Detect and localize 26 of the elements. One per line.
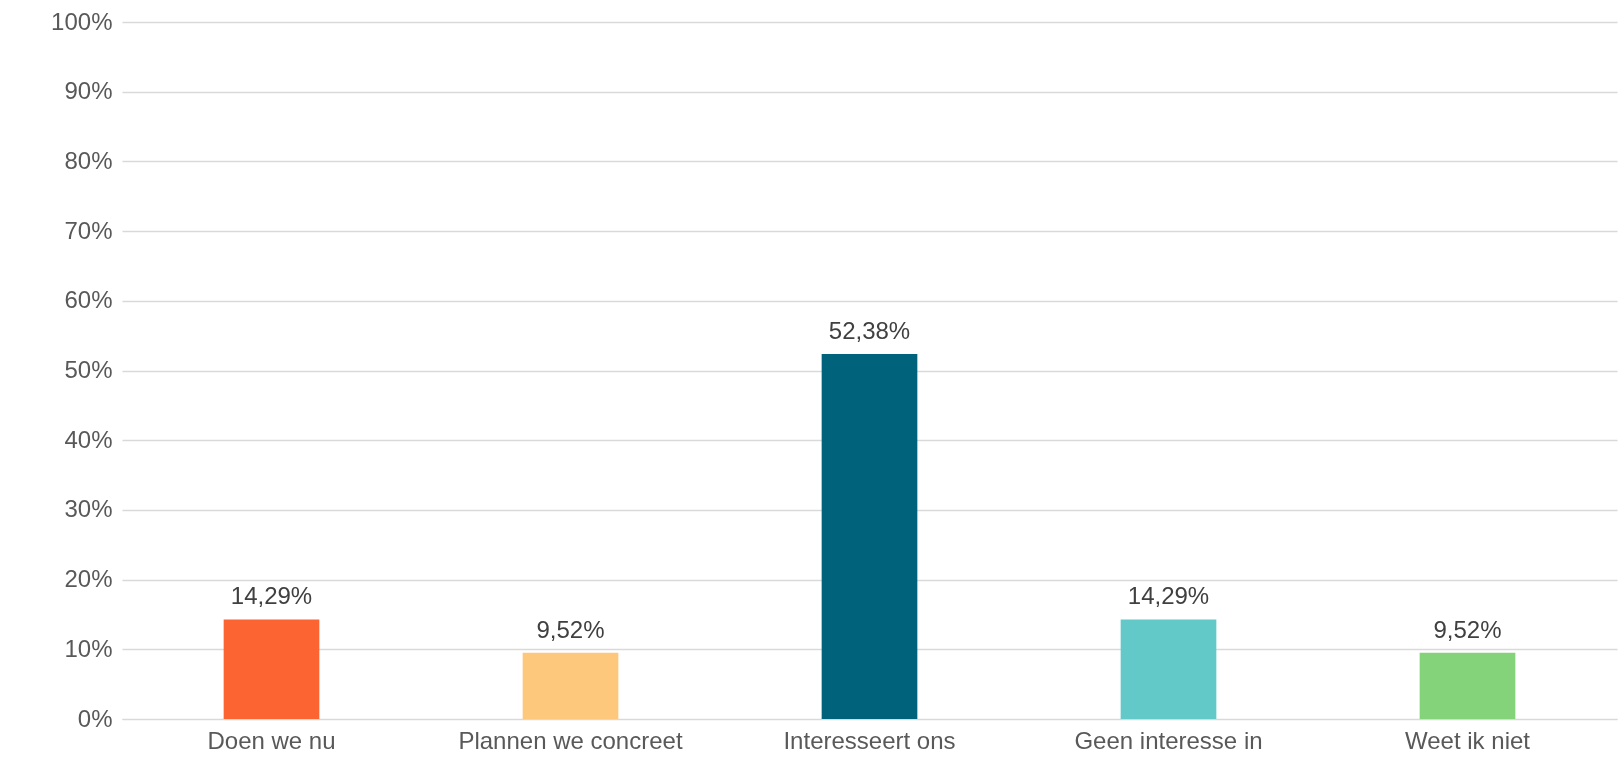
data-label: 9,52% (536, 615, 605, 643)
y-tick-label: 0% (77, 704, 113, 732)
y-tick-label: 100% (51, 7, 113, 35)
x-tick-label: Weet ik niet (1405, 726, 1531, 754)
data-label: 52,38% (828, 316, 911, 344)
y-tick-label: 90% (64, 77, 113, 105)
data-label: 9,52% (1433, 615, 1502, 643)
y-tick-label: 60% (64, 286, 113, 314)
bar (522, 652, 619, 719)
x-tick-label: Interesseert ons (783, 726, 956, 754)
x-tick-label: Geen interesse in (1074, 726, 1263, 754)
data-label: 14,29% (1127, 582, 1210, 610)
y-tick-label: 40% (64, 425, 113, 453)
bar (1120, 619, 1217, 719)
y-tick-label: 70% (64, 216, 113, 244)
x-tick-label: Plannen we concreet (458, 726, 683, 754)
y-tick-label: 50% (64, 356, 113, 383)
y-tick-label: 30% (64, 495, 113, 523)
y-tick-label: 10% (64, 634, 113, 662)
y-tick-label: 20% (64, 565, 113, 593)
bar (1419, 652, 1516, 719)
x-tick-label: Doen we nu (207, 726, 336, 754)
bar (821, 353, 918, 719)
y-tick-label: 80% (64, 146, 113, 174)
data-label: 14,29% (230, 582, 313, 610)
bar (223, 619, 320, 719)
